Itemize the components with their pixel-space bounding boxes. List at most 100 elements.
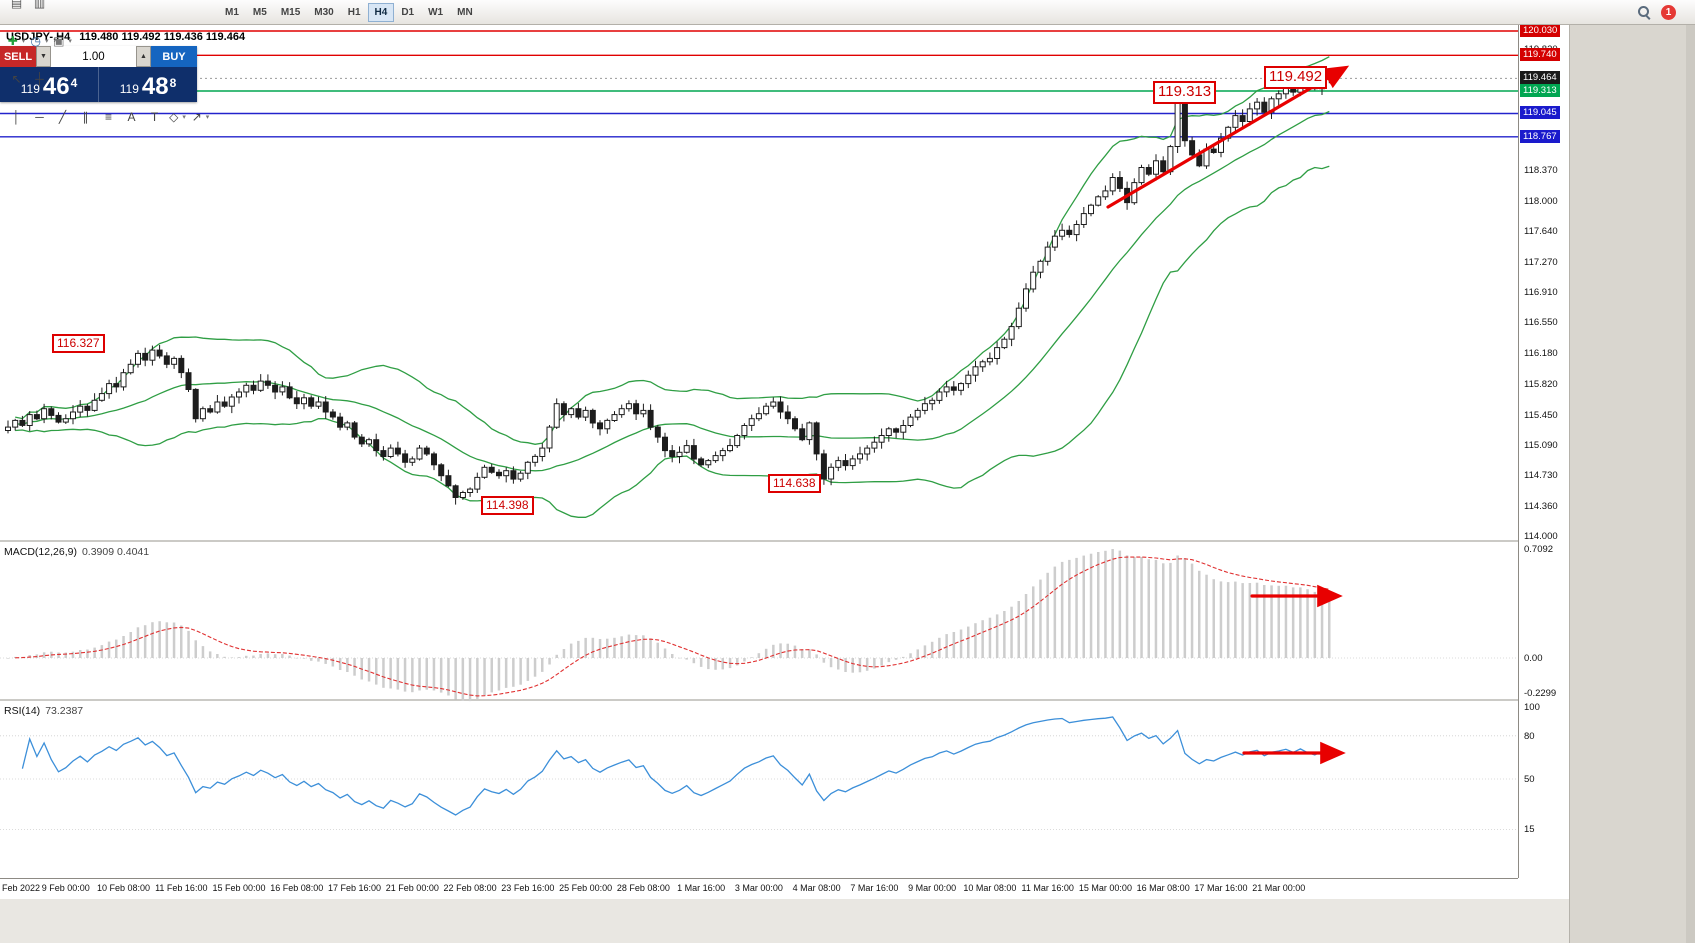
channel-icon[interactable]: ∥	[82, 110, 89, 124]
volume-up-stepper[interactable]: ▲	[136, 46, 151, 67]
fibonacci-icon[interactable]: ≡	[104, 110, 112, 124]
timeframe-w1[interactable]: W1	[428, 6, 444, 18]
periods-icon[interactable]: ◷ ▾	[30, 34, 49, 48]
search-icon[interactable]	[1637, 5, 1651, 19]
rsi-scale-tick: 80	[1524, 730, 1535, 742]
shapes-icon[interactable]: ◇ ▾	[169, 110, 186, 124]
notifications-badge[interactable]: 1	[1661, 4, 1676, 20]
trendline-icon[interactable]: ╱	[58, 110, 67, 124]
price-tick: 115.090	[1524, 439, 1558, 451]
price-level-badge: 119.464	[1520, 71, 1560, 85]
one-click-trading-widget: SELL ▼ 1.00 ▲ BUY 119 46 4 119 48 8	[0, 46, 197, 102]
toolbar-left: ▦▣新订单◆◉▶自动交易▌▯∿⊕⊖▦▤▥✚▾◷▾▣▾↖┼│─╱∥≡AT◇▾↗▾	[5, 0, 212, 145]
time-tick: 1 Mar 16:00	[677, 883, 726, 893]
timeframe-m15[interactable]: M15	[280, 6, 301, 18]
timeframe-h1[interactable]: H1	[347, 6, 361, 18]
time-tick: 10 Mar 08:00	[963, 883, 1017, 893]
cursor-icon[interactable]: ↖	[11, 72, 22, 86]
bid-price[interactable]: 119 46 4	[20, 73, 78, 101]
text-icon[interactable]: A	[127, 110, 136, 124]
dropdown-caret-icon: ▾	[21, 38, 26, 45]
timeframe-m5[interactable]: M5	[252, 6, 267, 18]
timeframe-d1[interactable]: D1	[401, 6, 415, 18]
vertical-scrollbar[interactable]	[1686, 25, 1695, 943]
time-tick: Feb 2022	[2, 883, 41, 893]
ohlc-values: 119.480 119.492 119.436 119.464	[79, 31, 246, 43]
timeframe-mn[interactable]: MN	[457, 6, 473, 18]
dropdown-caret-icon: ▾	[182, 114, 186, 121]
price-tick: 118.000	[1524, 196, 1558, 207]
time-tick: 3 Mar 00:00	[734, 883, 783, 893]
auto-scroll-icon[interactable]: ▤	[10, 0, 23, 10]
time-axis[interactable]: Feb 2022 9 Feb 00:00 10 Feb 08:00 11 Feb 16…	[0, 878, 1518, 899]
price-level-badge: 118.767	[1520, 129, 1560, 143]
price-tick: 116.550	[1524, 317, 1558, 329]
indicators-icon[interactable]: ✚ ▾	[7, 34, 26, 48]
time-tick: 11 Mar 16:00	[1021, 883, 1074, 893]
timeframe-group: M1 M5 M15 M30 H1 H4 D1 W1 MN	[218, 2, 480, 22]
window-group: ▤ ▥	[5, 0, 212, 13]
symbol-label: USDJPY-,H4	[6, 31, 71, 43]
time-tick: 7 Mar 16:00	[850, 883, 899, 893]
time-tick: 16 Mar 08:00	[1136, 883, 1190, 893]
timeframe-h4[interactable]: H4	[367, 2, 395, 22]
price-annotation[interactable]: 119.492	[1264, 66, 1328, 89]
time-tick: 17 Feb 16:00	[328, 883, 382, 893]
chart-shift-icon[interactable]: ▥	[33, 0, 46, 10]
ask-price[interactable]: 119 48 8	[98, 67, 197, 102]
timeframe-m1[interactable]: M1	[225, 6, 239, 18]
price-tick: 114.360	[1524, 500, 1558, 512]
price-tick: 115.450	[1524, 409, 1558, 421]
cursor-group: ↖ ┼	[5, 69, 212, 89]
templates-icon[interactable]: ▣ ▾	[53, 34, 72, 48]
time-tick: 25 Feb 00:00	[559, 883, 613, 893]
insert-group: ✚ ▾ ◷ ▾ ▣ ▾	[5, 31, 212, 51]
price-tick: 118.370	[1524, 165, 1558, 176]
price-annotation[interactable]: 116.327	[52, 334, 105, 353]
price-annotation[interactable]: 114.398	[481, 496, 534, 515]
label-icon[interactable]: T	[150, 110, 159, 124]
time-tick: 22 Feb 08:00	[443, 883, 497, 893]
buy-button[interactable]: BUY	[151, 46, 197, 67]
hline-icon[interactable]: ─	[35, 110, 44, 124]
toolbar: ▦▣新订单◆◉▶自动交易▌▯∿⊕⊖▦▤▥✚▾◷▾▣▾↖┼│─╱∥≡AT◇▾↗▾ …	[0, 0, 1695, 123]
time-tick: 21 Mar 00:00	[1252, 883, 1306, 893]
price-chart-svg[interactable]	[0, 25, 1518, 878]
price-annotation[interactable]: 114.638	[768, 474, 821, 493]
symbol-ohlc-line: USDJPY-,H4 119.480 119.492 119.436 119.4…	[6, 31, 245, 43]
time-tick: 15 Mar 00:00	[1078, 883, 1132, 893]
vline-icon[interactable]: │	[12, 110, 21, 124]
price-level-badge: 120.030	[1520, 24, 1561, 37]
arrows-icon[interactable]: ↗ ▾	[191, 110, 210, 124]
sell-button[interactable]: SELL	[0, 46, 36, 67]
timeframe-m30[interactable]: M30	[314, 6, 334, 18]
price-tick: 115.820	[1524, 378, 1558, 390]
objects-group: │ ─ ╱ ∥ ≡ A T ◇ ▾ ↗ ▾	[5, 107, 212, 127]
time-tick: 4 Mar 08:00	[792, 883, 841, 893]
crosshair-icon[interactable]: ┼	[35, 72, 44, 86]
time-tick: 17 Mar 16:00	[1194, 883, 1248, 893]
time-tick: 15 Feb 00:00	[212, 883, 266, 893]
price-axis[interactable]: 119.820118.370118.000117.640117.270116.9…	[1518, 24, 1569, 878]
macd-scale-tick: 0.00	[1524, 653, 1543, 664]
rsi-indicator-label: RSI(14) 73.2387	[4, 705, 84, 717]
toolbar-right: 1	[1637, 4, 1690, 20]
price-level-badge: 119.740	[1520, 48, 1560, 62]
rsi-scale-tick: 100	[1524, 702, 1540, 713]
volume-input[interactable]: 1.00	[51, 46, 136, 67]
price-tick: 116.180	[1524, 348, 1558, 360]
chart-window[interactable]: USDJPY-,H4 119.480 119.492 119.436 119.4…	[0, 25, 1518, 878]
dropdown-caret-icon: ▾	[44, 38, 49, 45]
macd-indicator-label: MACD(12,26,9) 0.3909 0.4041	[4, 546, 150, 558]
time-tick: 9 Feb 00:00	[41, 883, 90, 893]
time-tick: 23 Feb 16:00	[501, 883, 555, 893]
volume-down-stepper[interactable]: ▼	[36, 46, 51, 67]
price-annotation[interactable]: 119.313	[1153, 81, 1217, 104]
macd-scale-tick: 0.7092	[1524, 543, 1554, 555]
time-tick: 11 Feb 16:00	[155, 883, 208, 893]
window-right-filler	[1569, 25, 1695, 943]
price-tick: 114.730	[1524, 469, 1558, 481]
price-tick: 117.640	[1524, 226, 1558, 238]
price-level-badge: 119.045	[1520, 106, 1560, 120]
